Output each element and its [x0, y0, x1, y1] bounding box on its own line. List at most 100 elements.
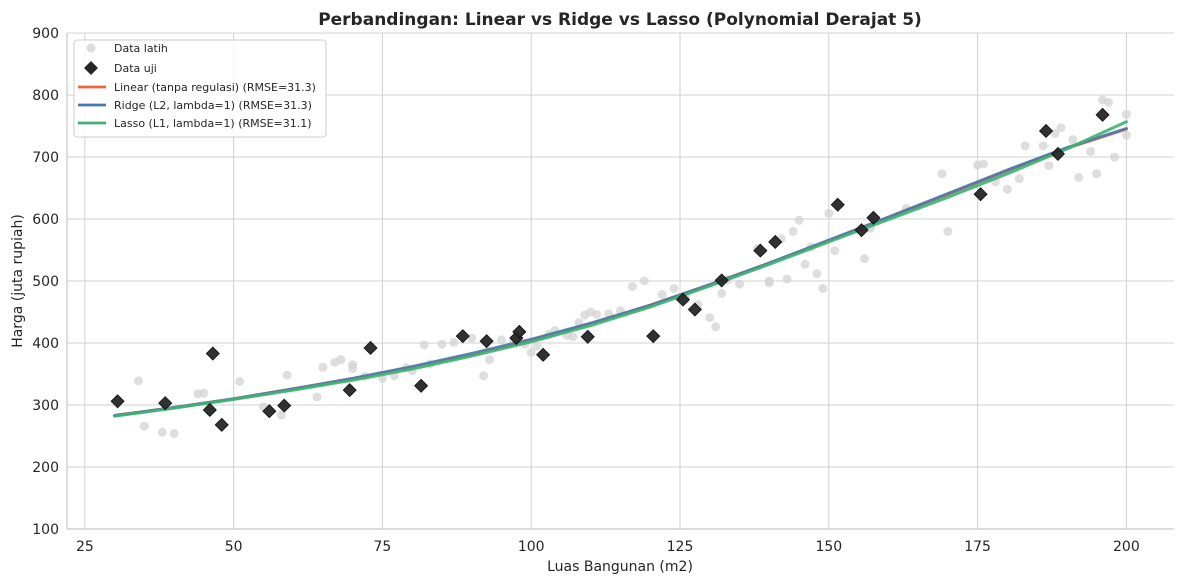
legend-box — [73, 39, 327, 138]
x-tick-label: 175 — [964, 539, 991, 555]
test-points — [110, 107, 1110, 432]
legend-marker-train — [86, 43, 96, 53]
test-point — [830, 197, 845, 212]
train-point — [1109, 152, 1119, 162]
train-point — [711, 322, 721, 332]
fit-lines — [113, 120, 1128, 418]
test-point — [753, 243, 768, 258]
train-point — [782, 274, 792, 284]
test-point — [479, 334, 494, 349]
train-point — [449, 337, 459, 347]
train-point — [1104, 97, 1114, 107]
test-point — [973, 187, 988, 202]
train-point — [1074, 172, 1084, 182]
train-point — [235, 376, 245, 386]
train-point — [824, 208, 834, 218]
test-point — [342, 383, 357, 398]
test-point — [866, 210, 881, 225]
test-point — [1095, 107, 1110, 122]
train-point — [1068, 135, 1078, 145]
train-points — [133, 95, 1131, 439]
train-point — [1092, 169, 1102, 179]
test-point — [1050, 146, 1066, 161]
y-tick-label: 400 — [32, 336, 59, 352]
y-tick-label: 800 — [32, 88, 59, 104]
test-point — [110, 394, 125, 409]
train-point — [568, 332, 578, 342]
train-point — [276, 410, 286, 420]
train-point — [657, 290, 667, 300]
train-point — [788, 226, 798, 236]
train-point — [348, 363, 358, 373]
test-point — [214, 417, 229, 432]
test-point — [277, 398, 292, 413]
train-point — [1020, 141, 1030, 151]
train-point — [467, 333, 477, 343]
train-point — [639, 276, 649, 286]
train-point — [830, 246, 840, 256]
x-tick-label: 100 — [518, 539, 545, 555]
train-point — [1002, 184, 1012, 194]
train-point — [1121, 109, 1131, 119]
legend-marker-test — [84, 61, 98, 75]
test-point — [854, 223, 869, 238]
test-point — [205, 346, 220, 361]
legend-label-train: Data latih — [114, 42, 168, 55]
linear-fit-line — [113, 127, 1128, 417]
train-point — [705, 313, 715, 323]
train-point — [937, 169, 947, 179]
legend-label-test: Data uji — [114, 62, 157, 75]
chart-title: Perbandingan: Linear vs Ridge vs Lasso (… — [318, 10, 922, 30]
test-point — [1038, 123, 1054, 139]
legend: Data latih Data uji Linear (tanpa regula… — [73, 39, 327, 138]
train-point — [979, 159, 989, 169]
x-axis-label: Luas Bangunan (m2) — [547, 559, 693, 575]
train-point — [496, 335, 506, 345]
x-tick-label: 25 — [76, 539, 94, 555]
legend-label-lasso: Lasso (L1, lambda=1) (RMSE=31.1) — [114, 117, 312, 130]
train-point — [818, 283, 828, 293]
tick-labels: 25 50 75 100 125 150 175 200 100 200 300 400 500 600 7… — [32, 26, 1139, 555]
train-point — [312, 392, 322, 402]
train-point — [860, 254, 870, 264]
test-point — [262, 404, 277, 419]
grid — [67, 32, 1174, 530]
train-point — [419, 340, 429, 350]
train-point — [1056, 123, 1066, 133]
x-tick-label: 75 — [374, 539, 392, 555]
y-tick-label: 600 — [32, 212, 59, 228]
train-point — [169, 429, 179, 439]
test-point — [646, 329, 661, 344]
train-point — [717, 288, 727, 298]
lasso-fit-line — [113, 120, 1128, 418]
train-point — [627, 282, 637, 292]
train-point — [437, 339, 447, 349]
y-tick-label: 300 — [32, 398, 59, 414]
train-point — [592, 309, 602, 319]
train-point — [485, 355, 495, 365]
train-point — [336, 355, 346, 365]
train-point — [1014, 174, 1024, 184]
train-point — [764, 278, 774, 288]
test-point — [414, 378, 429, 393]
x-tick-label: 150 — [815, 539, 842, 555]
train-point — [794, 215, 804, 225]
test-point — [455, 329, 470, 344]
test-point — [580, 329, 595, 344]
train-point — [157, 427, 167, 437]
train-point — [282, 370, 292, 380]
train-point — [133, 376, 143, 386]
test-point — [714, 273, 729, 288]
train-point — [800, 259, 810, 269]
test-point — [536, 347, 551, 362]
train-point — [199, 388, 209, 398]
train-point — [1038, 141, 1048, 151]
test-point — [675, 292, 691, 307]
train-point — [669, 283, 679, 293]
y-axis-label: Harga (juta rupiah) — [10, 214, 26, 348]
train-point — [532, 341, 542, 351]
test-point — [202, 402, 217, 418]
axes — [66, 33, 1174, 530]
legend-label-linear: Linear (tanpa regulasi) (RMSE=31.3) — [114, 81, 316, 94]
